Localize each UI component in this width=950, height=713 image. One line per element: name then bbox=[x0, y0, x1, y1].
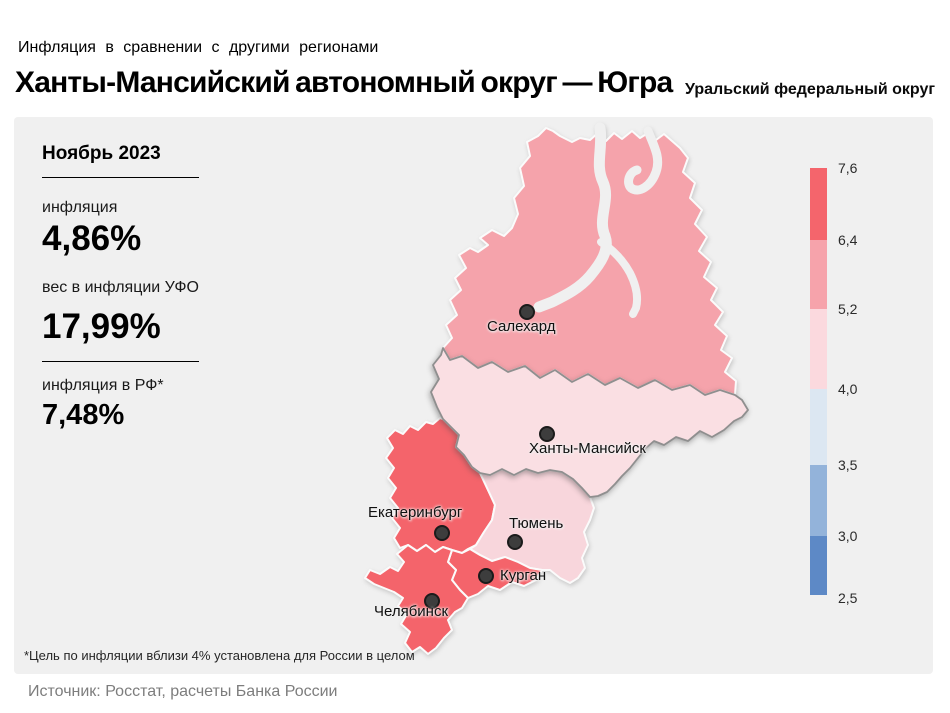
divider-line bbox=[42, 361, 199, 362]
divider-line bbox=[42, 177, 199, 178]
legend-tick-label: 3,0 bbox=[838, 528, 858, 544]
legend-tick-label: 6,4 bbox=[838, 232, 858, 248]
inflation-card: Ноябрь 2023 инфляция 4,86% вес в инфляци… bbox=[14, 117, 933, 674]
legend-tick-label: 4,0 bbox=[838, 381, 858, 397]
inflation-value: 4,86% bbox=[42, 219, 142, 258]
weight-label: вес в инфляции УФО bbox=[42, 279, 199, 296]
source-caption: Источник: Росстат, расчеты Банка России bbox=[28, 683, 338, 700]
city-dot-tyumen bbox=[507, 534, 523, 550]
page-title: Ханты-Мансийский автономный округ — Югра bbox=[15, 66, 673, 99]
city-dot-khanty-mansiysk bbox=[539, 426, 555, 442]
city-label-kurgan: Курган bbox=[500, 567, 547, 584]
report-kicker: Инфляция в сравнении с другими регионами bbox=[18, 39, 379, 56]
city-dot-salekhard bbox=[519, 304, 535, 320]
taz-inlet-water bbox=[624, 126, 663, 195]
city-label-khanty-mansiysk: Ханты-Мансийск bbox=[529, 440, 646, 457]
rf-inflation-value: 7,48% bbox=[42, 399, 125, 431]
ob-bay-water bbox=[533, 122, 612, 313]
weight-value: 17,99% bbox=[42, 307, 161, 346]
city-label-ekaterinburg: Екатеринбург bbox=[368, 504, 463, 521]
legend-tick-label: 5,2 bbox=[838, 301, 858, 317]
legend-segment bbox=[810, 240, 827, 309]
footnote: *Цель по инфляции вблизи 4% установлена … bbox=[24, 648, 415, 663]
inflation-label: инфляция bbox=[42, 199, 118, 216]
legend-segment bbox=[810, 389, 827, 465]
federal-district-label: Уральский федеральный округ bbox=[685, 81, 935, 98]
city-label-tyumen: Тюмень bbox=[509, 515, 564, 532]
legend-segment bbox=[810, 465, 827, 536]
region-yamalo-nenets-ao bbox=[442, 127, 737, 396]
taz-river-water bbox=[597, 238, 642, 318]
legend-tick-label: 2,5 bbox=[838, 590, 858, 606]
legend-segment bbox=[810, 309, 827, 389]
city-label-salekhard: Салехард bbox=[487, 318, 556, 335]
color-scale-bar bbox=[810, 168, 827, 595]
legend-segment bbox=[810, 536, 827, 595]
city-dot-chelyabinsk bbox=[424, 593, 440, 609]
city-dot-ekaterinburg bbox=[434, 525, 450, 541]
city-label-chelyabinsk: Челябинск bbox=[374, 603, 449, 620]
city-dot-kurgan bbox=[478, 568, 494, 584]
ufo-choropleth-map bbox=[364, 122, 749, 655]
legend-segment bbox=[810, 168, 827, 240]
region-khanty-mansi-ao bbox=[430, 347, 749, 498]
region-chelyabinsk-oblast bbox=[364, 544, 469, 655]
rf-inflation-label: инфляция в РФ* bbox=[42, 377, 164, 394]
legend-tick-label: 3,5 bbox=[838, 457, 858, 473]
legend-tick-label: 7,6 bbox=[838, 160, 858, 176]
period-label: Ноябрь 2023 bbox=[42, 143, 161, 164]
